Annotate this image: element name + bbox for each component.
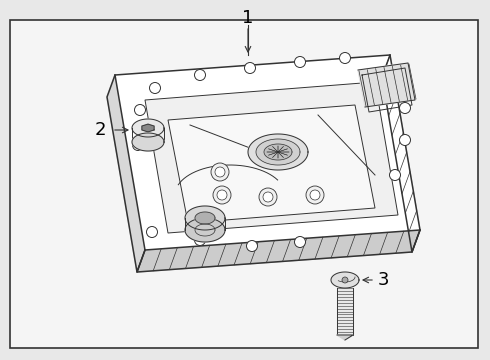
Polygon shape bbox=[248, 134, 308, 170]
Polygon shape bbox=[195, 212, 215, 224]
Polygon shape bbox=[107, 75, 145, 272]
Polygon shape bbox=[137, 230, 420, 272]
Circle shape bbox=[217, 190, 227, 200]
Polygon shape bbox=[382, 55, 420, 252]
Circle shape bbox=[306, 186, 324, 204]
Circle shape bbox=[399, 135, 411, 145]
Circle shape bbox=[259, 188, 277, 206]
Text: 2: 2 bbox=[94, 121, 106, 139]
Circle shape bbox=[215, 167, 225, 177]
Polygon shape bbox=[256, 139, 300, 165]
Circle shape bbox=[263, 192, 273, 202]
Polygon shape bbox=[185, 218, 225, 242]
Polygon shape bbox=[337, 335, 353, 340]
Circle shape bbox=[294, 57, 305, 68]
Circle shape bbox=[149, 82, 161, 94]
Polygon shape bbox=[132, 119, 164, 137]
Polygon shape bbox=[145, 82, 398, 233]
Polygon shape bbox=[132, 133, 164, 151]
Text: 1: 1 bbox=[243, 9, 254, 27]
Circle shape bbox=[195, 69, 205, 81]
Polygon shape bbox=[264, 144, 292, 160]
Polygon shape bbox=[168, 105, 375, 223]
Polygon shape bbox=[185, 206, 225, 230]
Polygon shape bbox=[331, 272, 359, 288]
Circle shape bbox=[294, 237, 305, 248]
Circle shape bbox=[245, 63, 255, 73]
Circle shape bbox=[399, 103, 411, 113]
Text: 3: 3 bbox=[378, 271, 390, 289]
Circle shape bbox=[246, 240, 258, 252]
Circle shape bbox=[340, 53, 350, 63]
Circle shape bbox=[390, 170, 400, 180]
Circle shape bbox=[342, 277, 348, 283]
Circle shape bbox=[132, 140, 144, 150]
Circle shape bbox=[211, 163, 229, 181]
Polygon shape bbox=[115, 55, 420, 250]
Circle shape bbox=[195, 234, 205, 246]
Circle shape bbox=[134, 104, 146, 116]
Circle shape bbox=[213, 186, 231, 204]
Circle shape bbox=[310, 190, 320, 200]
FancyBboxPatch shape bbox=[10, 20, 478, 348]
Polygon shape bbox=[337, 288, 353, 335]
Circle shape bbox=[147, 226, 157, 238]
Polygon shape bbox=[358, 63, 415, 107]
Polygon shape bbox=[142, 124, 154, 132]
